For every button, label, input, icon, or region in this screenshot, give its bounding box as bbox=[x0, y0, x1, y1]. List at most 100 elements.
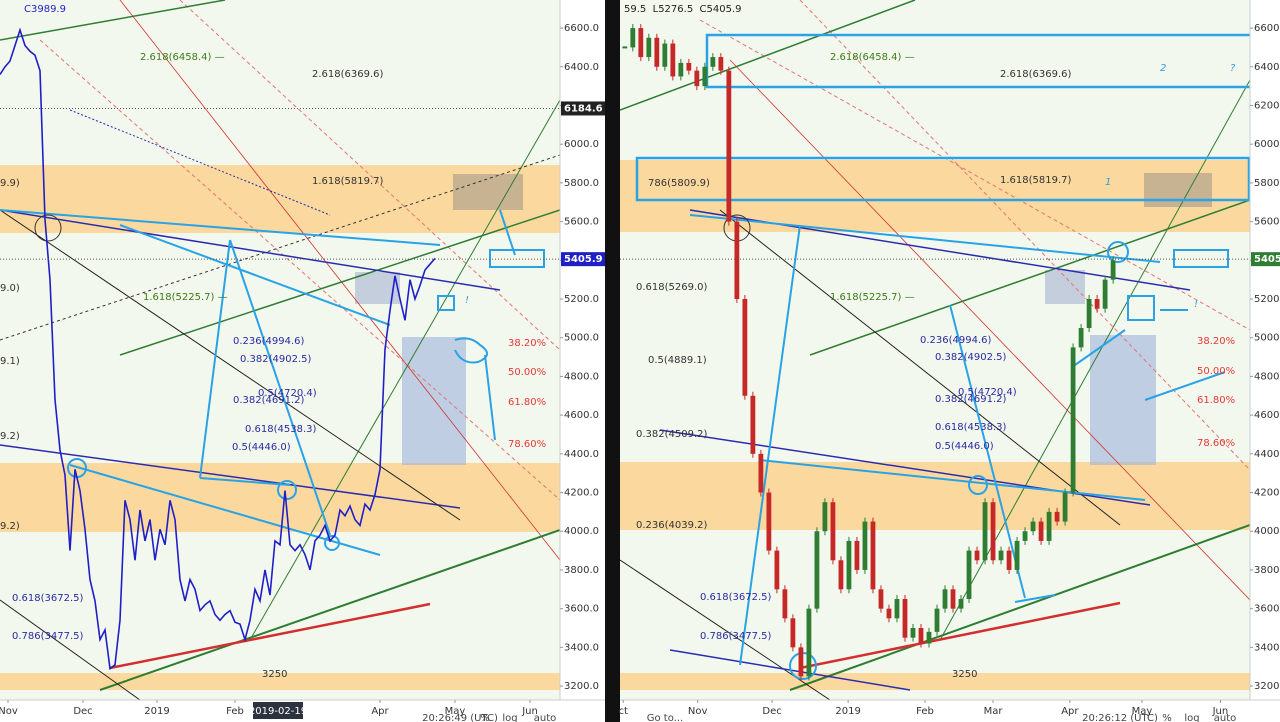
annotation: 0.382(4902.5) bbox=[935, 352, 1007, 363]
x-tick-label: 2019 bbox=[835, 706, 860, 717]
candle bbox=[982, 502, 988, 561]
x-tick-label: 2019 bbox=[144, 706, 169, 717]
y-tick-label: 4600.0 bbox=[1254, 410, 1280, 421]
x-tick-label: May bbox=[445, 706, 466, 717]
y-tick-label: 3600.0 bbox=[1254, 604, 1280, 615]
candle bbox=[750, 395, 756, 454]
left-plot bbox=[0, 0, 560, 700]
candle bbox=[846, 540, 852, 590]
candle bbox=[1022, 531, 1028, 541]
candle bbox=[654, 37, 660, 67]
candle bbox=[686, 62, 692, 71]
annotation: 61.80% bbox=[1197, 395, 1235, 406]
fib-zone bbox=[0, 673, 560, 690]
annotation: 0.618(4538.3) bbox=[245, 424, 317, 435]
annotation: 0.236(4994.6) bbox=[233, 336, 305, 347]
drawing bbox=[34, 214, 62, 242]
x-tick-label: Dec bbox=[762, 706, 781, 717]
candle bbox=[710, 57, 716, 67]
drawing bbox=[1173, 249, 1229, 268]
y-tick-label: 6400.0 bbox=[564, 62, 599, 73]
drawing bbox=[199, 239, 231, 479]
trend-line bbox=[119, 0, 560, 561]
toolbar-item[interactable]: Go to... bbox=[647, 713, 683, 722]
crosshair-label-bg bbox=[253, 702, 303, 719]
annotation: 9.2) bbox=[0, 431, 20, 442]
toolbar-item[interactable]: % bbox=[480, 713, 490, 722]
toolbar-item[interactable]: log bbox=[502, 713, 517, 722]
drawing bbox=[324, 535, 340, 551]
y-tick-label: 6400.0 bbox=[1254, 62, 1280, 73]
y-tick-label: 5000.0 bbox=[1254, 333, 1280, 344]
annotation: 0.236(4994.6) bbox=[920, 335, 992, 346]
trend-line bbox=[799, 0, 1250, 471]
y-tick-label: 4800.0 bbox=[564, 371, 599, 382]
annotation: 1.618(5819.7) bbox=[1000, 175, 1072, 186]
y-tick-label: 4200.0 bbox=[1254, 488, 1280, 499]
y-tick-label: 3600.0 bbox=[564, 604, 599, 615]
toolbar-item[interactable]: % bbox=[1162, 713, 1172, 722]
trend-line bbox=[69, 109, 331, 216]
annotation: 3250 bbox=[952, 669, 977, 680]
x-tick-label: ct bbox=[618, 706, 627, 717]
toolbar-item[interactable]: auto bbox=[534, 713, 557, 722]
drawing bbox=[1074, 329, 1126, 366]
candle bbox=[1094, 299, 1100, 309]
annotation: 0.618(3672.5) bbox=[12, 593, 84, 604]
annotation: 38.20% bbox=[508, 338, 546, 349]
candle bbox=[958, 598, 964, 609]
candle bbox=[638, 28, 644, 58]
annotation: 50.00% bbox=[508, 367, 546, 378]
y-tick-label: 3800.0 bbox=[1254, 565, 1280, 576]
trend-line bbox=[99, 529, 560, 691]
drawing bbox=[437, 295, 455, 311]
candle bbox=[702, 66, 708, 87]
annotation: 0.786(3477.5) bbox=[12, 631, 84, 642]
toolbar-item[interactable]: 20:26:49 (UTC) bbox=[422, 713, 498, 722]
trend-line bbox=[789, 524, 1250, 691]
y-tick-label: 3200.0 bbox=[1254, 681, 1280, 692]
annotation: 2.618(6369.6) bbox=[312, 69, 384, 80]
y-tick-label: 5200.0 bbox=[1254, 294, 1280, 305]
x-tick-label: Feb bbox=[226, 706, 244, 717]
drawing bbox=[739, 224, 801, 666]
toolbar-item[interactable]: log bbox=[1184, 713, 1199, 722]
y-tick-label: 5600.0 bbox=[1254, 217, 1280, 228]
x-tick-label: Nov bbox=[688, 706, 708, 717]
annotation: 786(5809.9) bbox=[648, 178, 710, 189]
annotation: 50.00% bbox=[1197, 366, 1235, 377]
toolbar-item[interactable]: auto bbox=[1214, 713, 1237, 722]
candle bbox=[1006, 550, 1012, 570]
x-tick-label: Jun bbox=[521, 706, 538, 717]
candle bbox=[622, 46, 628, 49]
price-line bbox=[0, 27, 436, 671]
target-box bbox=[1144, 173, 1212, 207]
candle bbox=[806, 608, 812, 677]
candle bbox=[1038, 521, 1044, 541]
candle bbox=[726, 70, 732, 222]
candle bbox=[966, 550, 972, 599]
drawing bbox=[968, 475, 988, 495]
candle bbox=[886, 608, 892, 619]
drawing bbox=[489, 249, 545, 268]
drawing bbox=[1014, 594, 1056, 603]
candle bbox=[630, 28, 636, 48]
y-tick-label: 6600.0 bbox=[564, 23, 599, 34]
y-tick-label: 5600.0 bbox=[564, 217, 599, 228]
drawing bbox=[0, 209, 441, 246]
drawing bbox=[277, 480, 297, 500]
candle bbox=[782, 589, 788, 619]
trend-line bbox=[729, 59, 1250, 601]
annotation: 9.2) bbox=[0, 521, 20, 532]
annotation: 9.9) bbox=[0, 178, 20, 189]
candle bbox=[838, 560, 844, 590]
drawing bbox=[229, 239, 331, 536]
candle bbox=[974, 550, 980, 561]
toolbar-item[interactable]: 20:26:12 (UTC) bbox=[1082, 713, 1158, 722]
y-tick-label: 6000.0 bbox=[564, 139, 599, 150]
candle bbox=[1070, 347, 1076, 493]
candle bbox=[990, 502, 996, 561]
candle bbox=[1062, 492, 1068, 522]
candle bbox=[998, 550, 1004, 561]
